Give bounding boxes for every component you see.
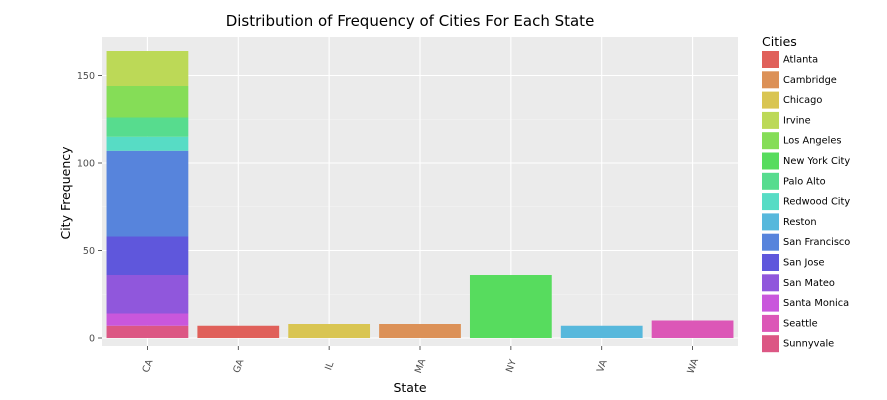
legend-label-palo-alto: Palo Alto bbox=[783, 176, 826, 187]
y-ticks: 0 50 100 150 bbox=[77, 71, 102, 345]
legend-label-new-york-city: New York City bbox=[783, 156, 850, 167]
legend-key-new-york-city bbox=[762, 152, 779, 170]
bar-segment-ca-san-mateo bbox=[106, 275, 189, 314]
legend-label-sunnyvale: Sunnyvale bbox=[783, 339, 834, 350]
bar-segment-ca-redwood-city bbox=[106, 136, 189, 151]
bar-segment-il-chicago bbox=[288, 324, 371, 338]
x-tick-label-il: IL bbox=[323, 360, 336, 372]
legend-label-cambridge: Cambridge bbox=[783, 75, 837, 86]
legend-label-san-mateo: San Mateo bbox=[783, 278, 835, 289]
legend-key-san-francisco bbox=[762, 233, 779, 251]
legend-label-seattle: Seattle bbox=[783, 318, 818, 329]
legend-key-santa-monica bbox=[762, 294, 779, 312]
legend-label-san-francisco: San Francisco bbox=[783, 237, 850, 248]
x-ticks: CA GA IL MA NY VA WA bbox=[141, 346, 701, 376]
legend-key-cambridge bbox=[762, 71, 779, 89]
legend-key-palo-alto bbox=[762, 172, 779, 190]
bars bbox=[106, 51, 734, 338]
x-tick-label-ca: CA bbox=[141, 358, 156, 375]
legend: Cities Atlanta Cambridge Chicago Irvine Los … bbox=[762, 34, 850, 353]
bar-segment-wa-seattle bbox=[651, 320, 734, 338]
bar-segment-ca-sunnyvale bbox=[106, 325, 189, 338]
bar-segment-ny-new-york-city bbox=[469, 275, 552, 338]
bar-segment-ma-cambridge bbox=[379, 324, 461, 338]
bar-segment-ca-palo-alto bbox=[106, 117, 189, 137]
bar-segment-ca-santa-monica bbox=[106, 313, 189, 326]
legend-key-san-mateo bbox=[762, 274, 779, 292]
legend-key-san-jose bbox=[762, 254, 779, 271]
bar-segment-va-reston bbox=[560, 325, 643, 338]
x-tick-label-ny: NY bbox=[504, 358, 519, 374]
chart-title: Distribution of Frequency of Cities For … bbox=[226, 12, 595, 30]
legend-label-irvine: Irvine bbox=[783, 115, 811, 126]
x-axis-label: State bbox=[393, 380, 426, 395]
legend-title: Cities bbox=[762, 34, 797, 49]
legend-label-reston: Reston bbox=[783, 217, 817, 228]
legend-key-seattle bbox=[762, 314, 779, 332]
legend-label-san-jose: San Jose bbox=[783, 258, 825, 269]
bar-segment-ca-irvine bbox=[106, 51, 189, 86]
legend-label-los-angeles: Los Angeles bbox=[783, 136, 842, 147]
legend-key-irvine bbox=[762, 111, 779, 129]
y-tick-label: 50 bbox=[83, 246, 95, 257]
legend-key-atlanta bbox=[762, 51, 779, 68]
legend-label-atlanta: Atlanta bbox=[783, 55, 818, 66]
x-tick-label-ma: MA bbox=[413, 357, 429, 375]
y-tick-label: 150 bbox=[77, 71, 95, 82]
bar-segment-ca-los-angeles bbox=[106, 86, 189, 118]
legend-label-chicago: Chicago bbox=[783, 95, 822, 106]
y-tick-label: 100 bbox=[77, 159, 95, 170]
legend-label-santa-monica: Santa Monica bbox=[783, 298, 849, 309]
x-tick-label-wa: WA bbox=[685, 357, 701, 376]
legend-key-redwood-city bbox=[762, 193, 779, 211]
x-tick-label-ga: GA bbox=[231, 357, 246, 374]
legend-label-redwood-city: Redwood City bbox=[783, 197, 850, 208]
legend-key-sunnyvale bbox=[762, 335, 779, 353]
legend-key-reston bbox=[762, 213, 779, 231]
y-tick-label: 0 bbox=[89, 334, 95, 345]
x-tick-label-va: VA bbox=[595, 358, 610, 374]
legend-key-chicago bbox=[762, 91, 779, 109]
bar-segment-ca-san-jose bbox=[106, 236, 189, 275]
bar-segment-ga-atlanta bbox=[197, 325, 280, 338]
bar-segment-ca-san-francisco bbox=[106, 150, 189, 237]
y-axis-label: City Frequency bbox=[58, 146, 73, 240]
legend-key-los-angeles bbox=[762, 132, 779, 150]
